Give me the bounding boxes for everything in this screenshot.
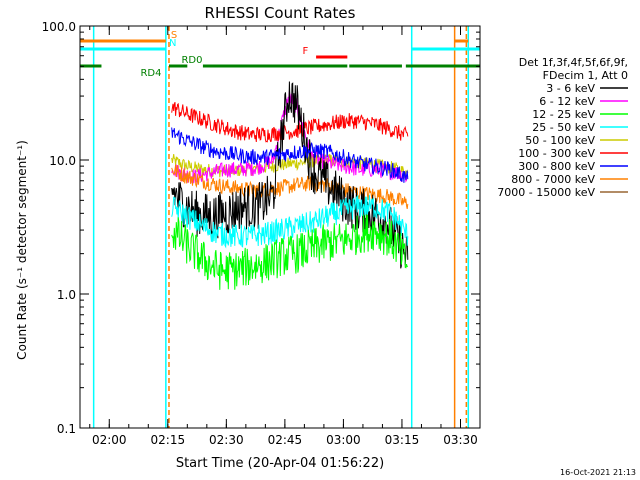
annotation-rd4: RD4: [140, 68, 161, 79]
x-axis-label: Start Time (20-Apr-04 01:56:22): [176, 456, 384, 471]
legend-entry-label: 100 - 300 keV: [518, 147, 595, 160]
x-tick-label: 02:15: [151, 433, 186, 447]
legend-entry-label: 800 - 7000 keV: [511, 173, 595, 186]
series-line-3to6keV: [171, 81, 409, 269]
y-axis-label: Count Rate (s⁻¹ detector segment⁻¹): [15, 140, 29, 360]
legend-entry-label: 300 - 800 keV: [518, 160, 595, 173]
chart-title: RHESSI Count Rates: [205, 4, 356, 22]
plot-frame: [79, 25, 481, 429]
legend-entry-label: 12 - 25 keV: [532, 108, 595, 121]
series-line-800to7000keV: [171, 165, 409, 210]
legend-entry-label: 6 - 12 keV: [539, 95, 595, 108]
legend: Det 1f,3f,4f,5f,6f,9f,FDecim 1, Att 03 -…: [497, 56, 628, 199]
y-tick-label: 10.0: [49, 154, 76, 168]
x-tick-label: 03:30: [443, 433, 478, 447]
x-tick-label: 03:00: [326, 433, 361, 447]
x-tick-label: 02:30: [209, 433, 244, 447]
legend-header: FDecim 1, Att 0: [543, 69, 628, 82]
plot-area: SN RD0 RD4 F 0.1 1.0 10.0 100.0 02:00 02:15 02:30 0…: [42, 20, 481, 447]
annotation-n: N: [169, 38, 176, 49]
y-tick-label: 1.0: [57, 288, 76, 302]
y-tick-label: 100.0: [42, 20, 76, 34]
legend-entry-label: 7000 - 15000 keV: [497, 186, 595, 199]
x-tick-label: 02:00: [92, 433, 127, 447]
series-line-12to25keV: [171, 214, 408, 290]
legend-entry-label: 50 - 100 keV: [525, 134, 595, 147]
x-tick-label: 02:45: [268, 433, 303, 447]
legend-entry-label: 3 - 6 keV: [546, 82, 595, 95]
series-line-300to800keV: [171, 127, 409, 183]
annotation-rd0: RD0: [181, 55, 202, 66]
series-line-100to300keV: [171, 101, 409, 143]
x-tick-label: 03:15: [385, 433, 420, 447]
legend-entry-label: 25 - 50 keV: [532, 121, 595, 134]
annotation-f: F: [302, 46, 308, 57]
y-tick-label: 0.1: [57, 422, 76, 436]
legend-header: Det 1f,3f,4f,5f,6f,9f,: [519, 56, 628, 69]
footer-timestamp: 16-Oct-2021 21:13: [560, 468, 636, 477]
annotation-s: S: [171, 30, 177, 41]
series-line-25to50keV: [171, 195, 409, 249]
